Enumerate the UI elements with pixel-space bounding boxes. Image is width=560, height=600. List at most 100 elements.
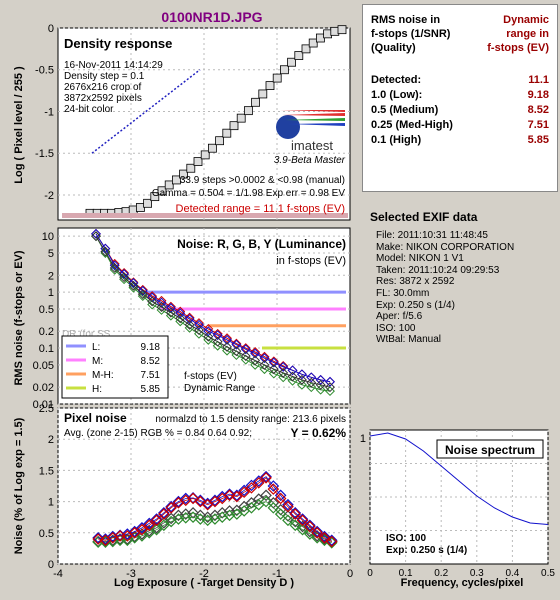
rms-rows: Detected: 11.1 1.0 (Low): 9.18 0.5 (Medium… bbox=[371, 73, 549, 148]
pixel-point-g bbox=[179, 512, 192, 524]
pixel-ticks: 2.521.510.50-4 -3 -2 -1 0 bbox=[39, 403, 353, 580]
rms-row: 0.1 (High) 5.85 bbox=[371, 133, 549, 148]
pixel-series-r bbox=[98, 477, 332, 542]
noise-point-r bbox=[222, 333, 232, 344]
exif-line: FL: 30.0mm bbox=[376, 287, 430, 299]
spectrum-xtick-label: 0.5 bbox=[541, 568, 555, 579]
pixel-point-g bbox=[158, 519, 170, 532]
spectrum-xtick-label: 0.1 bbox=[399, 568, 413, 579]
pixel-point-g bbox=[223, 509, 236, 522]
noise-point-r bbox=[175, 306, 186, 317]
noise-ytick-label: 0.01 bbox=[33, 399, 54, 411]
density-step-marker bbox=[200, 150, 210, 160]
noise-point-b bbox=[296, 369, 307, 380]
exif-line: Exp: 0.250 s (1/4) bbox=[376, 299, 455, 311]
imatest-logo: imatest bbox=[276, 110, 345, 153]
pixel-series-g bbox=[98, 501, 332, 544]
noise-point-b bbox=[287, 365, 298, 376]
noise-annotation-1: f-stops (EV) bbox=[184, 371, 237, 382]
version-text: 3.9-Beta Master bbox=[274, 155, 346, 166]
pixel-xtick-label: -1 bbox=[272, 568, 282, 580]
pixel-point-r bbox=[318, 531, 331, 544]
density-step-marker bbox=[186, 163, 196, 173]
exif-lines: File: 2011:10:31 11:48:45 Make: NIKON CO… bbox=[370, 230, 556, 346]
noise-point-y bbox=[222, 341, 232, 352]
pixel-xtick-label: -2 bbox=[199, 568, 209, 580]
noise-point-b bbox=[240, 344, 251, 355]
noise-ytick-label: 1 bbox=[48, 287, 54, 299]
density-step-marker bbox=[287, 57, 297, 67]
legend-label: L: bbox=[92, 342, 100, 353]
pixel-series bbox=[92, 470, 338, 549]
noise-ytick-label: 0.5 bbox=[39, 304, 54, 316]
density-step-marker bbox=[279, 65, 289, 75]
noise-point-b bbox=[212, 330, 223, 341]
density-step-marker bbox=[207, 143, 217, 153]
density-step-marker bbox=[243, 106, 253, 116]
pixel-point-g bbox=[150, 523, 163, 536]
spectrum-xtick-label: 0.4 bbox=[505, 568, 519, 579]
rms-header-line: Dynamic bbox=[503, 14, 549, 26]
legend-value: 9.18 bbox=[141, 342, 161, 353]
density-ytick-label: -0.5 bbox=[35, 65, 54, 77]
noise-point-g bbox=[296, 379, 307, 390]
noise-point-y bbox=[165, 307, 176, 318]
noise-point-b bbox=[325, 376, 335, 387]
pixel-point-r bbox=[260, 472, 272, 484]
noise-legend: L: 9.18 M: 8.52 M-H: 7.51 H: 5.85 bbox=[66, 342, 160, 395]
pixel-point-r bbox=[245, 482, 258, 494]
noise-point-b bbox=[268, 357, 279, 368]
density-yticks: 0 -0.5 -1 -1.5 -2 bbox=[35, 23, 54, 202]
noise-ytick-label: 0.05 bbox=[33, 360, 54, 372]
noise-point-y bbox=[287, 371, 298, 382]
detected-range-bar bbox=[62, 213, 348, 218]
spectrum-xtick-label: 0.3 bbox=[470, 568, 484, 579]
exif-line: ISO: 100 bbox=[376, 322, 416, 334]
rms-row-label: 0.25 (Med-High) bbox=[371, 119, 453, 131]
exif-panel: Selected EXIF data File: 2011:10:31 11:4… bbox=[370, 210, 556, 360]
density-step-marker bbox=[315, 33, 325, 43]
pixel-xtick-label: -3 bbox=[126, 568, 136, 580]
noise-point-b bbox=[203, 326, 214, 337]
noise-ylabel: RMS noise (f-stops or EV) bbox=[13, 250, 25, 385]
density-panel: 0-0.5-1-1.5-2 Log ( Pixel level / 255 ) … bbox=[13, 23, 351, 221]
exif-line: File: 2011:10:31 11:48:45 bbox=[376, 230, 488, 241]
density-step-marker bbox=[272, 73, 282, 83]
exif-line: Aper: f/5.6 bbox=[376, 311, 423, 323]
density-step-marker bbox=[222, 128, 232, 138]
density-heading: Density response bbox=[64, 36, 172, 51]
noise-point-y bbox=[231, 346, 242, 357]
density-step-marker bbox=[294, 51, 304, 60]
noise-point-b bbox=[184, 314, 195, 325]
noise-point-y bbox=[240, 351, 251, 361]
spectrum-ytick-label: 1 bbox=[360, 433, 366, 445]
noise-point-y bbox=[156, 302, 167, 313]
noise-point-y bbox=[325, 382, 335, 393]
report-title: 0100NR1D.JPG bbox=[161, 9, 262, 25]
pixel-y-line: Y = 0.62% bbox=[291, 426, 347, 440]
spectrum-xlabel: Frequency, cycles/pixel bbox=[401, 577, 524, 589]
pixel-point-r bbox=[92, 533, 104, 545]
density-step-marker bbox=[258, 89, 268, 99]
noise-point-b bbox=[250, 348, 261, 359]
noise-point-b bbox=[175, 308, 186, 319]
noise-ytick-label: 0.02 bbox=[33, 382, 54, 394]
pixel-ytick-label: 2.5 bbox=[39, 403, 54, 415]
pixel-point-r bbox=[231, 490, 243, 503]
density-ytick-label: -1.5 bbox=[35, 148, 54, 160]
density-fit-line bbox=[91, 69, 201, 154]
pixel-ytick-label: 1 bbox=[48, 497, 54, 509]
pixel-point-g bbox=[172, 513, 185, 525]
pixel-point-b bbox=[267, 480, 280, 492]
pixel-point-g bbox=[194, 513, 207, 525]
noise-subheading: in f-stops (EV) bbox=[276, 255, 346, 267]
density-ylabel: Log ( Pixel level / 255 ) bbox=[13, 66, 25, 184]
exif-line: Res: 3872 x 2592 bbox=[376, 276, 455, 288]
noise-point-y bbox=[91, 231, 101, 242]
density-step-marker bbox=[301, 44, 311, 54]
density-step-marker bbox=[251, 97, 261, 107]
noise-ytick-label: 5 bbox=[48, 248, 54, 260]
noise-point-y bbox=[268, 364, 279, 375]
spectrum-exp: Exp: 0.250 s (1/4) bbox=[386, 545, 467, 556]
pixel-point-g bbox=[201, 514, 214, 527]
